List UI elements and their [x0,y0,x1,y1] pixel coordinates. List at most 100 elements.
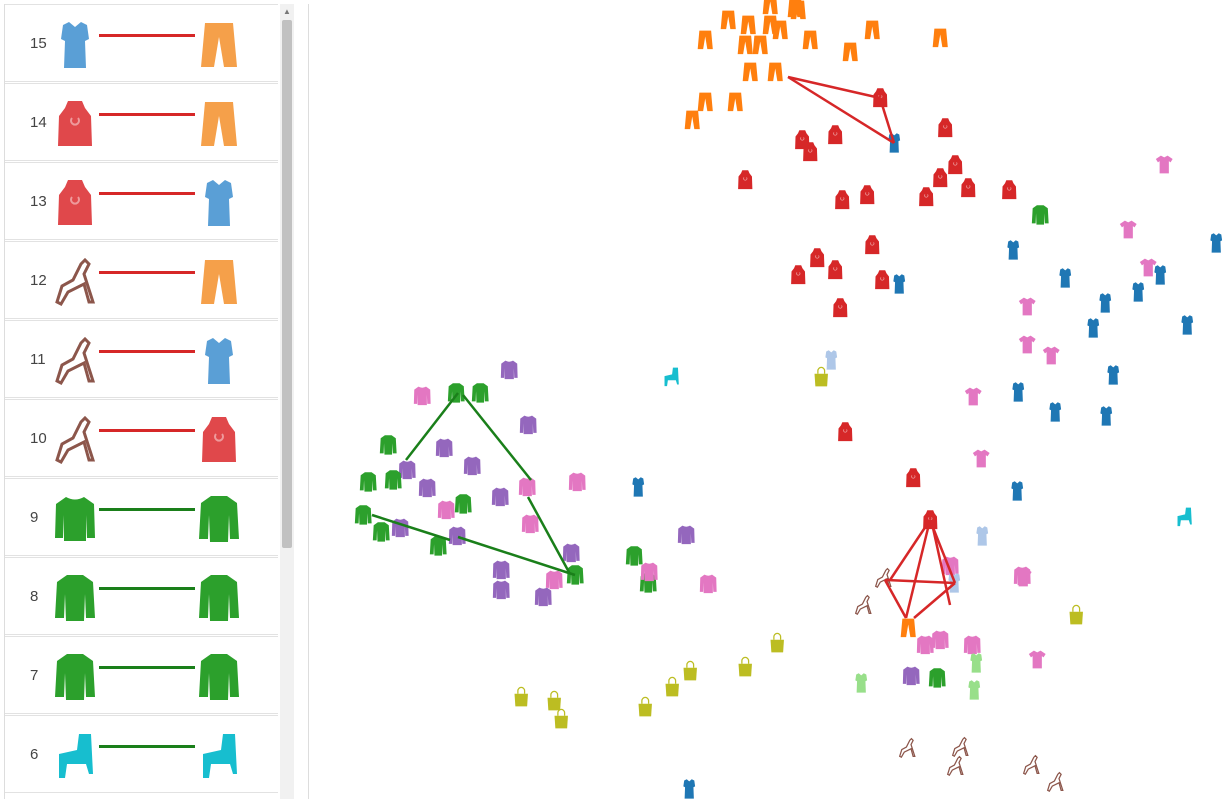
dress-point-icon[interactable] [933,168,948,188]
pullover-point-icon[interactable] [562,543,580,563]
pullover-point-icon[interactable] [519,415,537,435]
pants-point-icon[interactable] [802,30,818,50]
pants-point-icon[interactable] [697,92,713,112]
pants-point-icon[interactable] [932,28,948,48]
dress-point-icon[interactable] [835,190,850,210]
dress-point-icon[interactable] [833,298,848,318]
pair-row[interactable]: 9 [5,478,278,556]
bag-point-icon[interactable] [770,632,784,653]
shirt-point-icon[interactable] [1049,402,1062,422]
pair-row[interactable]: 8 [5,557,278,635]
tshirt-point-icon[interactable] [1018,335,1036,354]
shirt-point-icon[interactable] [1059,268,1072,288]
bag-point-icon[interactable] [638,696,652,717]
pants-point-icon[interactable] [752,35,768,55]
dress-point-icon[interactable] [919,187,934,207]
pair-row[interactable]: 15 [5,4,278,82]
dress-point-icon[interactable] [795,130,810,150]
pullover-point-icon[interactable] [418,478,436,498]
pair-row[interactable]: 13 [5,162,278,240]
pants-point-icon[interactable] [900,618,916,638]
bag-point-icon[interactable] [514,686,528,707]
bag-point-icon[interactable] [1069,604,1083,625]
pants-point-icon[interactable] [720,10,736,30]
coat-point-icon[interactable] [372,522,390,542]
dress-point-icon[interactable] [865,235,880,255]
coat-point-icon[interactable] [379,435,397,455]
dress-point-icon[interactable] [803,142,818,162]
shirt-point-icon[interactable] [1210,233,1223,253]
pants-point-icon[interactable] [737,35,753,55]
pants-point-icon[interactable] [787,0,803,18]
pants-point-icon[interactable] [772,20,788,40]
dress-point-icon[interactable] [948,155,963,175]
pair-list[interactable]: 15 14 13 12 11 10 9 8 7 6 [5,4,279,799]
sandal-point-icon[interactable] [1022,754,1040,775]
pullover-point-icon[interactable] [545,570,563,590]
pullover-point-icon[interactable] [492,580,510,600]
dress-point-icon[interactable] [738,170,753,190]
sandal-point-icon[interactable] [898,737,916,758]
pullover-point-icon[interactable] [463,456,481,476]
coat-point-icon[interactable] [625,546,643,566]
pullover-point-icon[interactable] [500,360,518,380]
pants-point-icon[interactable] [684,110,700,130]
tshirt-point-icon[interactable] [1042,346,1060,365]
pullover-point-icon[interactable] [518,477,536,497]
bag-point-icon[interactable] [814,366,828,387]
dress-point-icon[interactable] [860,185,875,205]
dress-point-icon[interactable] [838,422,853,442]
dress-point-icon[interactable] [1002,180,1017,200]
scroll-up-arrow-icon[interactable]: ▲ [283,7,291,16]
shirt-point-icon[interactable] [968,680,981,700]
bag-point-icon[interactable] [738,656,752,677]
pullover-point-icon[interactable] [521,514,539,534]
coat-point-icon[interactable] [471,383,489,403]
shirt-point-icon[interactable] [893,274,906,294]
pullover-point-icon[interactable] [435,438,453,458]
pants-point-icon[interactable] [842,42,858,62]
dress-point-icon[interactable] [828,260,843,280]
shirt-point-icon[interactable] [1107,365,1120,385]
pullover-point-icon[interactable] [916,635,934,655]
bag-point-icon[interactable] [665,676,679,697]
pants-point-icon[interactable] [697,30,713,50]
pants-point-icon[interactable] [864,20,880,40]
coat-point-icon[interactable] [566,565,584,585]
pullover-point-icon[interactable] [492,560,510,580]
pullover-point-icon[interactable] [437,500,455,520]
scrollbar-thumb[interactable] [282,20,292,548]
sandal-point-icon[interactable] [854,594,872,615]
pullover-point-icon[interactable] [491,487,509,507]
pair-row[interactable]: 12 [5,241,278,319]
shirt-point-icon[interactable] [970,653,983,673]
tshirt-point-icon[interactable] [964,387,982,406]
pair-row[interactable]: 7 [5,636,278,714]
coat-point-icon[interactable] [359,472,377,492]
pair-row[interactable]: 11 [5,320,278,398]
shirt-point-icon[interactable] [1100,406,1113,426]
scrollbar[interactable]: ▲ [280,4,294,799]
shirt-point-icon[interactable] [1099,293,1112,313]
pullover-point-icon[interactable] [448,526,466,546]
shirt-point-icon[interactable] [1181,315,1194,335]
pullover-point-icon[interactable] [534,587,552,607]
pullover-point-icon[interactable] [931,630,949,650]
bag-point-icon[interactable] [547,690,561,711]
tshirt-point-icon[interactable] [972,449,990,468]
coat-point-icon[interactable] [928,668,946,688]
dress-point-icon[interactable] [938,118,953,138]
coat-point-icon[interactable] [354,505,372,525]
sandal-point-icon[interactable] [946,755,964,776]
pullover-point-icon[interactable] [699,574,717,594]
shirt-point-icon[interactable] [683,779,696,799]
pullover-point-icon[interactable] [677,525,695,545]
tshirt-point-icon[interactable] [1119,220,1137,239]
pullover-point-icon[interactable] [963,635,981,655]
pullover-point-icon[interactable] [568,472,586,492]
coat-point-icon[interactable] [384,470,402,490]
shirt-point-icon[interactable] [1012,382,1025,402]
pants-point-icon[interactable] [742,62,758,82]
shirt-point-icon[interactable] [825,350,838,370]
sandal-point-icon[interactable] [951,736,969,757]
